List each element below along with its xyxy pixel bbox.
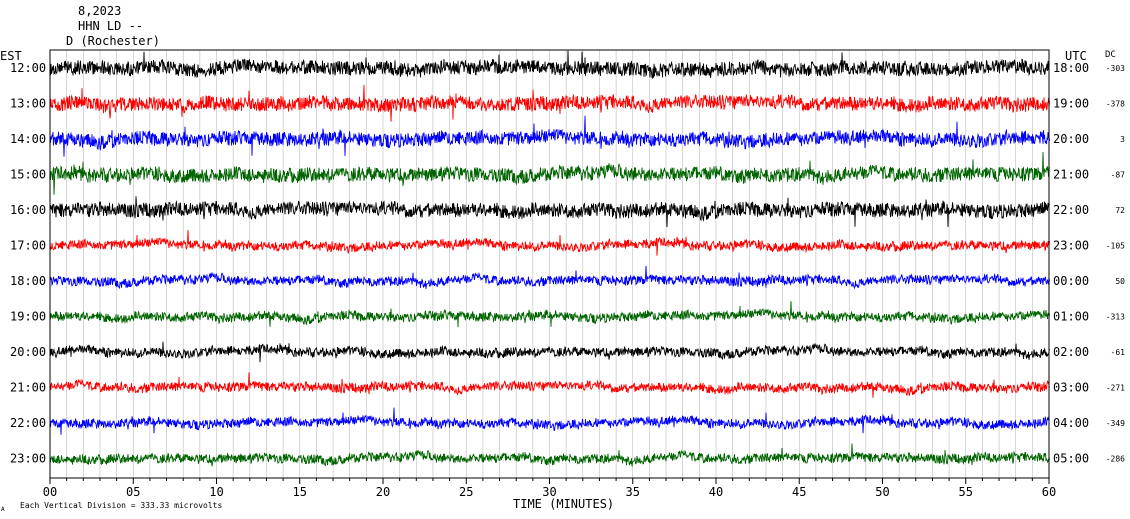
station-date: 8,2023 — [78, 4, 122, 18]
dc-offset-label: -286 — [1106, 455, 1125, 464]
est-hour-labels: 12:00 13:00 14:00 15:00 16:00 17:00 18:00 19:00… — [10, 61, 46, 466]
x-tick-label: 40 — [709, 485, 723, 499]
est-hour-label: 15:00 — [10, 168, 46, 182]
x-tick-label: 05 — [126, 485, 140, 499]
utc-hour-labels: 18:00 19:00 20:00 21:00 22:00 23:00 00:00 01:00… — [1053, 61, 1089, 466]
dc-offset-label: -61 — [1111, 348, 1126, 357]
x-axis-title: TIME (MINUTES) — [513, 497, 614, 511]
est-hour-label: 16:00 — [10, 203, 46, 217]
x-tick-label: 45 — [792, 485, 806, 499]
utc-hour-label: 00:00 — [1053, 274, 1089, 288]
x-tick-label: 60 — [1042, 485, 1056, 499]
x-tick-label: 35 — [626, 485, 640, 499]
vertical-gridlines — [49, 50, 1050, 478]
est-hour-label: 22:00 — [10, 416, 46, 430]
dc-offset-labels: -303 -378 3 -87 72 -105 50 -313 -61 -271 -349 -286 — [1106, 64, 1125, 464]
utc-zone-label: UTC — [1065, 49, 1087, 63]
trace-row — [49, 372, 1050, 398]
dc-offset-label: 72 — [1115, 206, 1125, 215]
est-hour-label: 20:00 — [10, 345, 46, 359]
dc-offset-label: 3 — [1120, 135, 1125, 144]
trace-row — [49, 115, 1050, 157]
trace-row — [49, 341, 1050, 363]
utc-hour-label: 20:00 — [1053, 132, 1089, 146]
trace-row — [49, 196, 1050, 228]
est-hour-label: 23:00 — [10, 452, 46, 466]
trace-row — [49, 301, 1050, 328]
x-tick-label: 10 — [209, 485, 223, 499]
utc-hour-label: 23:00 — [1053, 239, 1089, 253]
est-hour-label: 13:00 — [10, 97, 46, 111]
est-hour-label: 21:00 — [10, 381, 46, 395]
trace-row — [49, 84, 1050, 122]
scale-note: Each Vertical Division = 333.33 microvol… — [20, 501, 222, 510]
x-tick-label: 20 — [376, 485, 390, 499]
trace-row — [49, 152, 1050, 195]
trace-row — [49, 265, 1050, 290]
est-hour-label: 17:00 — [10, 239, 46, 253]
utc-hour-label: 01:00 — [1053, 310, 1089, 324]
est-hour-label: 12:00 — [10, 61, 46, 75]
dc-offset-label: -378 — [1106, 100, 1125, 109]
dc-offset-label: -87 — [1111, 171, 1126, 180]
utc-hour-label: 03:00 — [1053, 381, 1089, 395]
trace-row — [49, 50, 1050, 79]
dc-offset-label: -303 — [1106, 64, 1125, 73]
utc-hour-label: 21:00 — [1053, 168, 1089, 182]
utc-hour-label: 05:00 — [1053, 452, 1089, 466]
x-tick-label: 00 — [43, 485, 57, 499]
trace-row — [49, 407, 1050, 435]
est-hour-label: 18:00 — [10, 274, 46, 288]
x-tick-label: 30 — [542, 485, 556, 499]
x-tick-label: 50 — [875, 485, 889, 499]
x-tick-label: 55 — [959, 485, 973, 499]
trace-row — [49, 443, 1050, 467]
dc-offset-label: -271 — [1106, 384, 1125, 393]
dc-offset-label: -313 — [1106, 313, 1125, 322]
est-zone-label: EST — [0, 49, 22, 63]
x-tick-label: 15 — [293, 485, 307, 499]
utc-hour-label: 18:00 — [1053, 61, 1089, 75]
dc-header-label: DC — [1105, 50, 1116, 60]
dc-offset-label: -105 — [1106, 242, 1125, 251]
est-hour-label: 14:00 — [10, 132, 46, 146]
station-location: D (Rochester) — [66, 34, 160, 48]
est-hour-label: 19:00 — [10, 310, 46, 324]
dc-offset-label: 50 — [1115, 277, 1125, 286]
utc-hour-label: 04:00 — [1053, 416, 1089, 430]
seismic-traces — [49, 50, 1050, 467]
utc-hour-label: 22:00 — [1053, 203, 1089, 217]
corner-mark: A — [1, 506, 5, 513]
dc-offset-label: -349 — [1106, 419, 1125, 428]
station-channel: HHN LD -- — [78, 19, 144, 33]
x-axis-ticks: 00 05 10 15 20 25 30 35 40 45 50 55 60 — [43, 478, 1056, 499]
utc-hour-label: 19:00 — [1053, 97, 1089, 111]
trace-row — [49, 230, 1050, 256]
x-tick-label: 25 — [459, 485, 473, 499]
utc-hour-label: 02:00 — [1053, 345, 1089, 359]
